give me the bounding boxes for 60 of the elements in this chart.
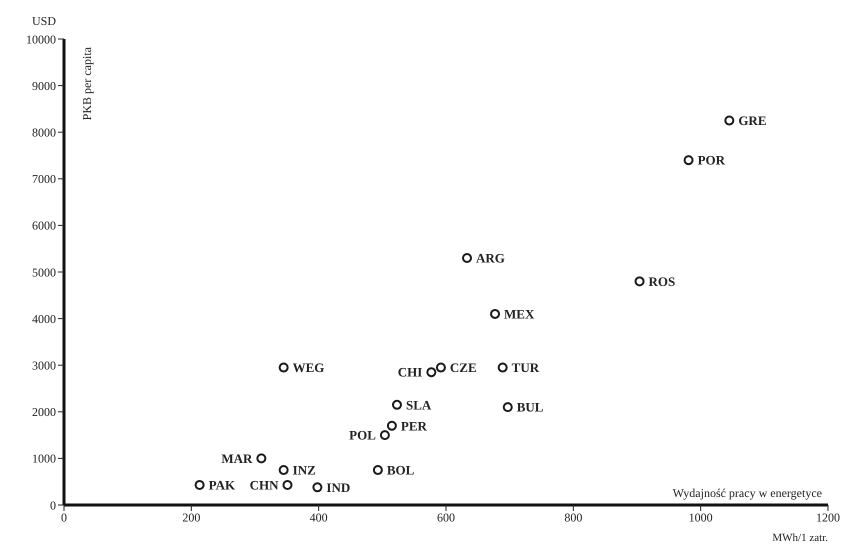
point (426, 367, 436, 378)
y-tick-label: 0 (50, 498, 56, 512)
annotation: PAK (208, 478, 236, 493)
annotation: ARG (476, 250, 505, 266)
point (282, 480, 292, 490)
x-tick-label: 1200 (816, 510, 840, 525)
point (312, 482, 322, 492)
y-tick-label: 9000 (32, 78, 56, 93)
annotation: GRE (738, 113, 766, 128)
annotation: PER (400, 418, 428, 434)
point (436, 362, 446, 373)
x-tick-label: 800 (564, 510, 582, 525)
x-tick-label: 400 (310, 510, 328, 525)
annotation: CZE (450, 360, 477, 376)
annotation: BOL (386, 462, 415, 478)
y-tick-label: 1000 (32, 452, 56, 466)
point (392, 400, 402, 410)
point (502, 402, 513, 412)
text: USD (32, 14, 56, 28)
x-tick-label: 1000 (688, 510, 713, 525)
annotation: POR (698, 152, 726, 168)
y-tick-label: 2000 (32, 405, 56, 420)
text: MWh/1 zatr. (772, 532, 828, 544)
annotation: INZ (292, 462, 316, 478)
point (490, 308, 500, 319)
y-tick-label: 5000 (32, 265, 56, 280)
y-tick-label: 4000 (32, 312, 56, 326)
point (498, 362, 508, 373)
point (724, 116, 734, 126)
point (380, 430, 390, 440)
point (372, 465, 383, 476)
annotation: CHI (398, 364, 422, 380)
point (634, 276, 645, 286)
x-tick-label: 200 (182, 510, 200, 525)
annotation: SLA (406, 397, 432, 412)
x-tick-label: 0 (61, 510, 67, 525)
annotation: BUL (516, 400, 544, 415)
point (256, 453, 266, 464)
y-tick-label: 3000 (32, 358, 56, 372)
annotation: POL (349, 428, 376, 443)
x-tick-label: 600 (437, 510, 455, 525)
y-tick-label: 6000 (32, 218, 56, 233)
annotation: IND (326, 480, 350, 495)
y-tick-label: 7000 (32, 172, 56, 186)
point (278, 465, 289, 476)
y-axis-title: PKB per capita (80, 46, 94, 120)
annotation: WEG (292, 360, 324, 376)
y-tick-label: 8000 (32, 125, 56, 140)
point (278, 362, 289, 373)
annotation: MAR (221, 450, 253, 466)
point (462, 253, 472, 264)
point (194, 480, 205, 490)
annotation: ROS (648, 274, 676, 289)
x-axis-title: Wydajność pracy w energetyce (672, 486, 822, 500)
annotation: CHN (250, 478, 280, 493)
point (684, 155, 694, 166)
y-tick-label: 10000 (26, 32, 56, 46)
annotation: MEX (504, 306, 535, 322)
annotation: TUR (512, 360, 540, 376)
point (386, 420, 397, 431)
